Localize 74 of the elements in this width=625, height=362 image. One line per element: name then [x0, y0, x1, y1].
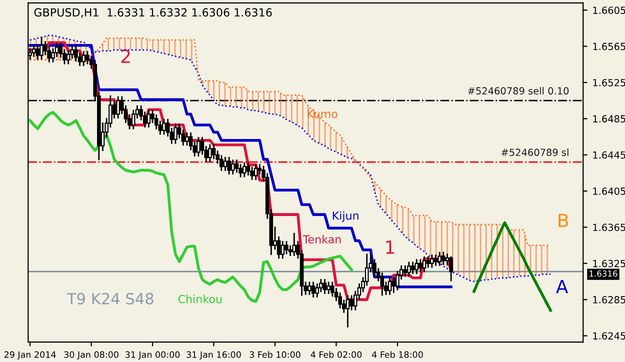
- x-tick-label: 31 Jan 16:00: [186, 351, 241, 360]
- candlestick: [392, 277, 396, 294]
- candlestick: [212, 144, 216, 160]
- annotation: 1: [386, 240, 394, 254]
- y-tick-label: 1.6525: [593, 78, 625, 86]
- y-tick-label: 1.6605: [593, 6, 625, 14]
- line-series: [472, 221, 552, 312]
- x-tick-label: 3 Feb 10:00: [250, 351, 300, 358]
- candlestick: [146, 110, 151, 128]
- y-tick-label: 1.6485: [593, 115, 625, 123]
- y-tick-label: 1.6245: [593, 332, 625, 340]
- candlestick: [422, 256, 426, 272]
- candlestick: [308, 282, 312, 295]
- annotation: 2: [121, 49, 130, 63]
- x-tick-label: 29 Jan 2014: [4, 351, 56, 360]
- y-tick-label: 1.6565: [593, 42, 625, 50]
- candlestick: [322, 278, 327, 294]
- candlestick: [410, 262, 415, 274]
- candlestick: [196, 136, 200, 156]
- ref-line-label: 1.6316: [590, 270, 618, 277]
- candlestick: [388, 277, 392, 295]
- x-tick-label: 31 Jan 00:00: [125, 351, 180, 360]
- candlestick: [227, 156, 231, 175]
- x-tick-label: 4 Feb 02:00: [310, 351, 362, 358]
- candlestick: [418, 259, 422, 272]
- y-tick-label: 1.6405: [593, 188, 625, 195]
- candlestick: [242, 162, 246, 178]
- candlestick: [131, 110, 136, 130]
- candlestick: [330, 282, 334, 297]
- y-tick-label: 1.6285: [593, 296, 625, 304]
- candlestick: [292, 232, 296, 256]
- candlestick: [414, 259, 419, 274]
- candlestick: [208, 144, 212, 162]
- candlestick: [116, 96, 120, 118]
- annotation: Chinkou: [178, 294, 222, 304]
- chart-title: GBPUSD,H1 1.6331 1.6332 1.6306 1.6316: [34, 8, 272, 18]
- y-tick-label: 1.6325: [593, 260, 625, 268]
- candlestick: [311, 282, 316, 298]
- candlestick: [40, 36, 44, 60]
- ref-line-label: #52460789 sell 0.10: [468, 87, 569, 95]
- annotation: T9 K24 S48: [66, 292, 154, 304]
- candlestick: [223, 156, 228, 171]
- candlestick: [82, 51, 86, 66]
- x-tick-label: 4 Feb 18:00: [372, 351, 423, 358]
- candlestick: [407, 262, 411, 277]
- annotation: Tenkan: [302, 234, 341, 244]
- candlestick: [403, 265, 408, 277]
- candlestick: [185, 132, 189, 146]
- annotation: Kijun: [332, 211, 358, 222]
- annotation: B: [558, 214, 568, 227]
- candlestick: [434, 254, 438, 266]
- candlestick: [326, 282, 330, 294]
- candlestick: [231, 160, 235, 175]
- candlestick: [86, 51, 90, 64]
- candlestick: [284, 240, 288, 254]
- candlestick: [430, 254, 434, 268]
- candlestick: [438, 252, 442, 266]
- y-tick-label: 1.6445: [593, 151, 625, 159]
- y-tick-label: 1.6365: [593, 224, 625, 232]
- candlestick: [36, 44, 40, 60]
- candlestick: [162, 118, 166, 135]
- x-tick-label: 30 Jan 08:00: [64, 351, 118, 360]
- annotation: A: [556, 280, 568, 294]
- candlestick: [280, 240, 285, 259]
- candlestick: [449, 256, 453, 282]
- candlestick: [346, 295, 350, 328]
- candlestick: [174, 123, 178, 144]
- candlestick: [254, 164, 258, 180]
- ref-line-label: #52460789 sl: [502, 148, 568, 156]
- candlestick: [250, 166, 254, 180]
- candlestick: [350, 295, 354, 310]
- candlestick: [32, 44, 36, 57]
- candlestick: [426, 256, 430, 268]
- candlestick: [442, 252, 446, 265]
